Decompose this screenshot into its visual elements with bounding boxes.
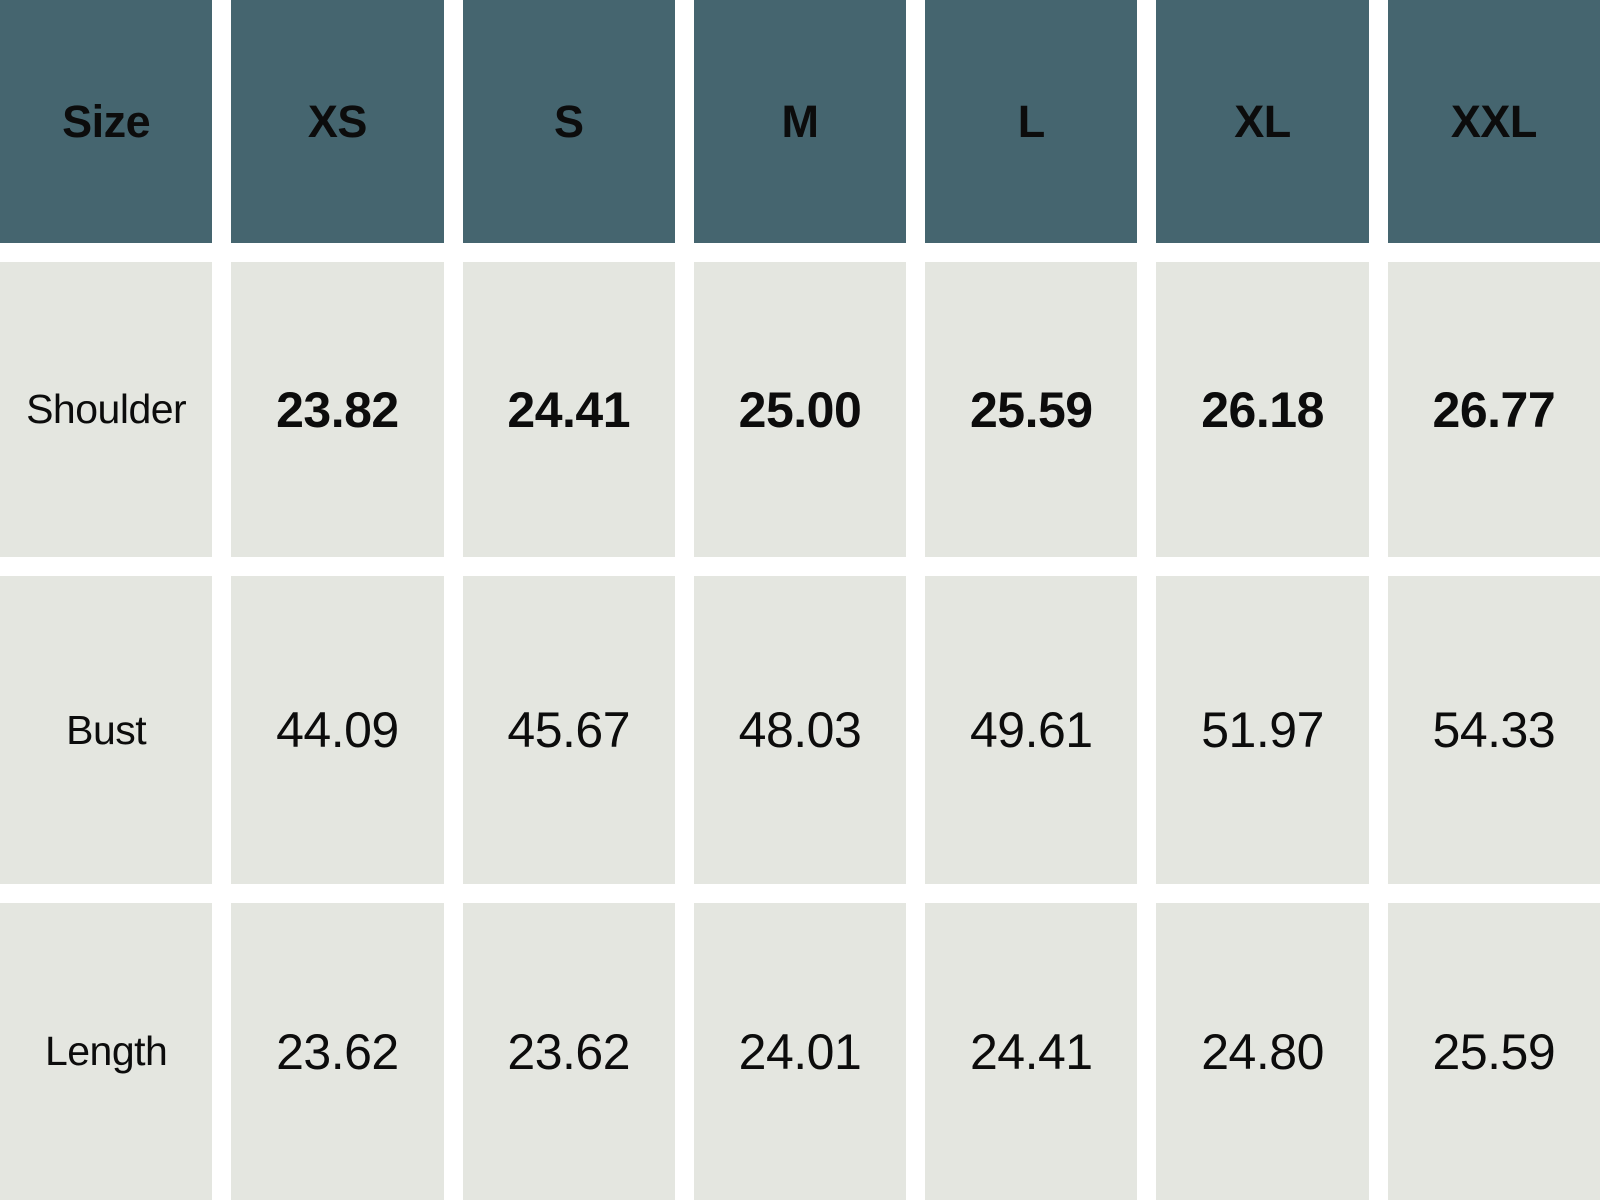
header-cell-l: L bbox=[925, 0, 1138, 243]
cell-shoulder-m: 25.00 bbox=[693, 262, 907, 557]
cell-length-l: 24.41 bbox=[925, 903, 1138, 1200]
header-cell-s: S bbox=[462, 0, 675, 243]
row-label-bust: Bust bbox=[0, 576, 213, 884]
cell-bust-l: 49.61 bbox=[925, 576, 1138, 884]
cell-length-m: 24.01 bbox=[693, 903, 907, 1200]
header-cell-xs: XS bbox=[231, 0, 444, 243]
cell-length-xl: 24.80 bbox=[1156, 903, 1369, 1200]
cell-length-xxl: 25.59 bbox=[1387, 903, 1600, 1200]
cell-shoulder-s: 24.41 bbox=[462, 262, 675, 557]
cell-bust-m: 48.03 bbox=[693, 576, 907, 884]
header-cell-size: Size bbox=[0, 0, 213, 243]
cell-bust-s: 45.67 bbox=[462, 576, 675, 884]
header-cell-xl: XL bbox=[1156, 0, 1369, 243]
row-label-length: Length bbox=[0, 903, 213, 1200]
header-cell-m: M bbox=[693, 0, 907, 243]
cell-shoulder-l: 25.59 bbox=[925, 262, 1138, 557]
cell-length-s: 23.62 bbox=[462, 903, 675, 1200]
cell-shoulder-xxl: 26.77 bbox=[1387, 262, 1600, 557]
header-cell-xxl: XXL bbox=[1387, 0, 1600, 243]
cell-length-xs: 23.62 bbox=[231, 903, 444, 1200]
cell-shoulder-xs: 23.82 bbox=[231, 262, 444, 557]
cell-bust-xs: 44.09 bbox=[231, 576, 444, 884]
cell-shoulder-xl: 26.18 bbox=[1156, 262, 1369, 557]
row-label-shoulder: Shoulder bbox=[0, 262, 213, 557]
cell-bust-xxl: 54.33 bbox=[1387, 576, 1600, 884]
cell-bust-xl: 51.97 bbox=[1156, 576, 1369, 884]
